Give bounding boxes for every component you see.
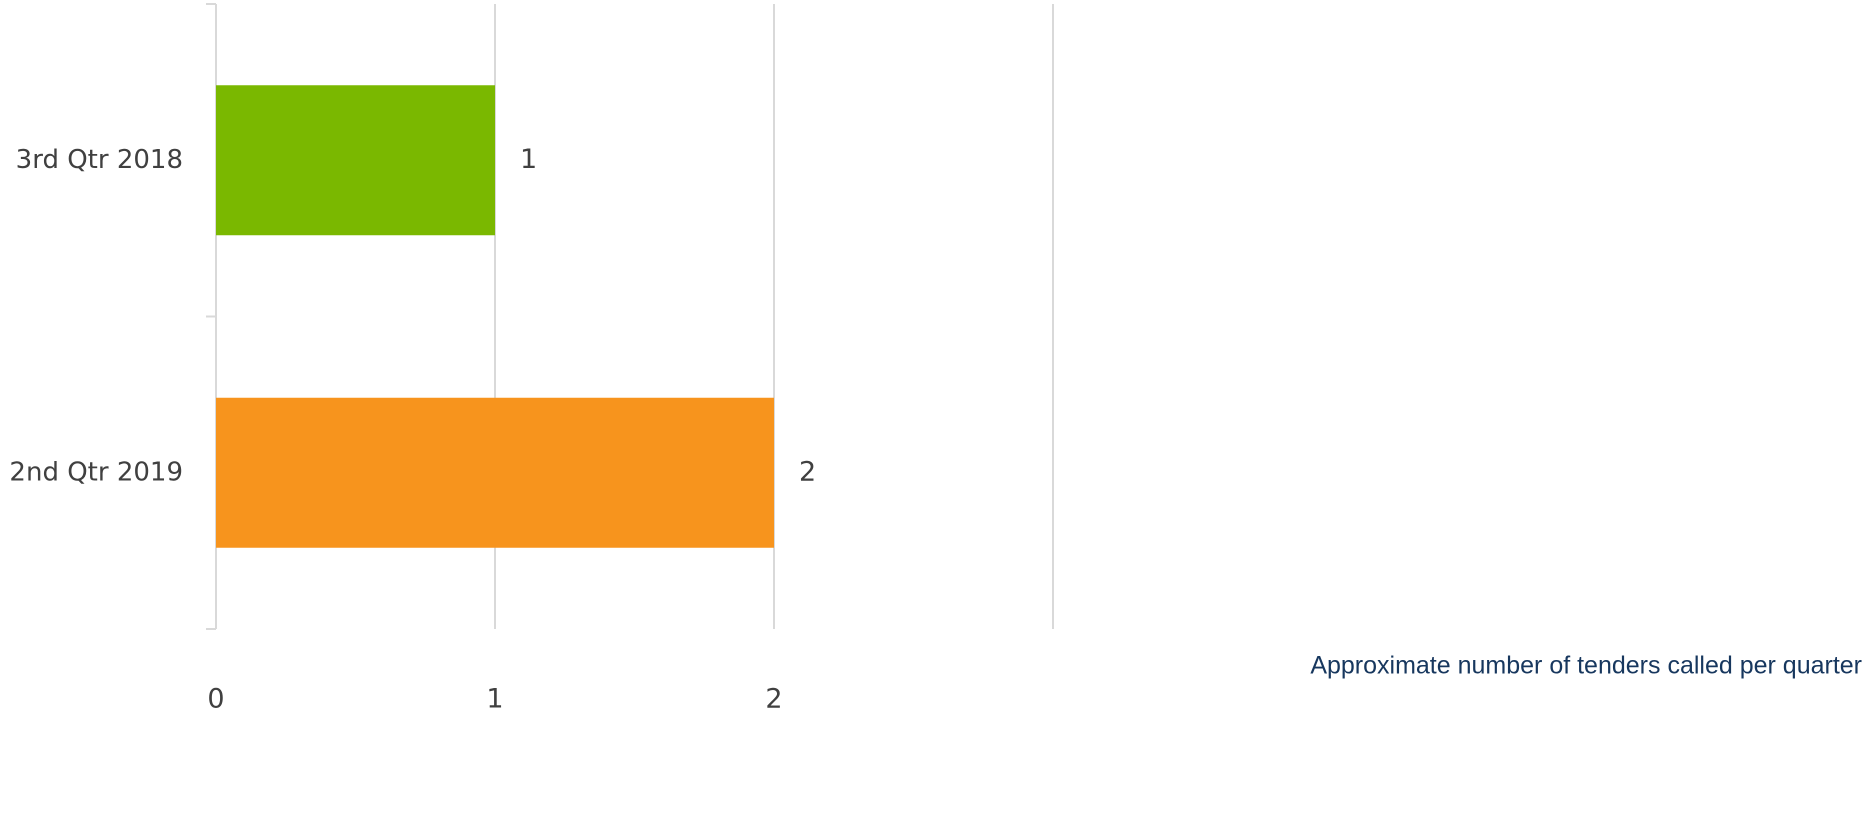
bar: [216, 85, 495, 236]
x-tick-label: 0: [207, 684, 224, 715]
data-label: 1: [520, 144, 537, 175]
x-tick-label: 2: [765, 684, 782, 715]
x-axis-title: Approximate number of tenders called per…: [1310, 652, 1862, 680]
data-label: 2: [799, 456, 816, 487]
y-tick-label: 2nd Qtr 2019: [9, 457, 183, 487]
bar: [216, 397, 774, 548]
x-tick-label: 1: [486, 684, 503, 715]
y-tick-label: 3rd Qtr 2018: [16, 145, 183, 175]
